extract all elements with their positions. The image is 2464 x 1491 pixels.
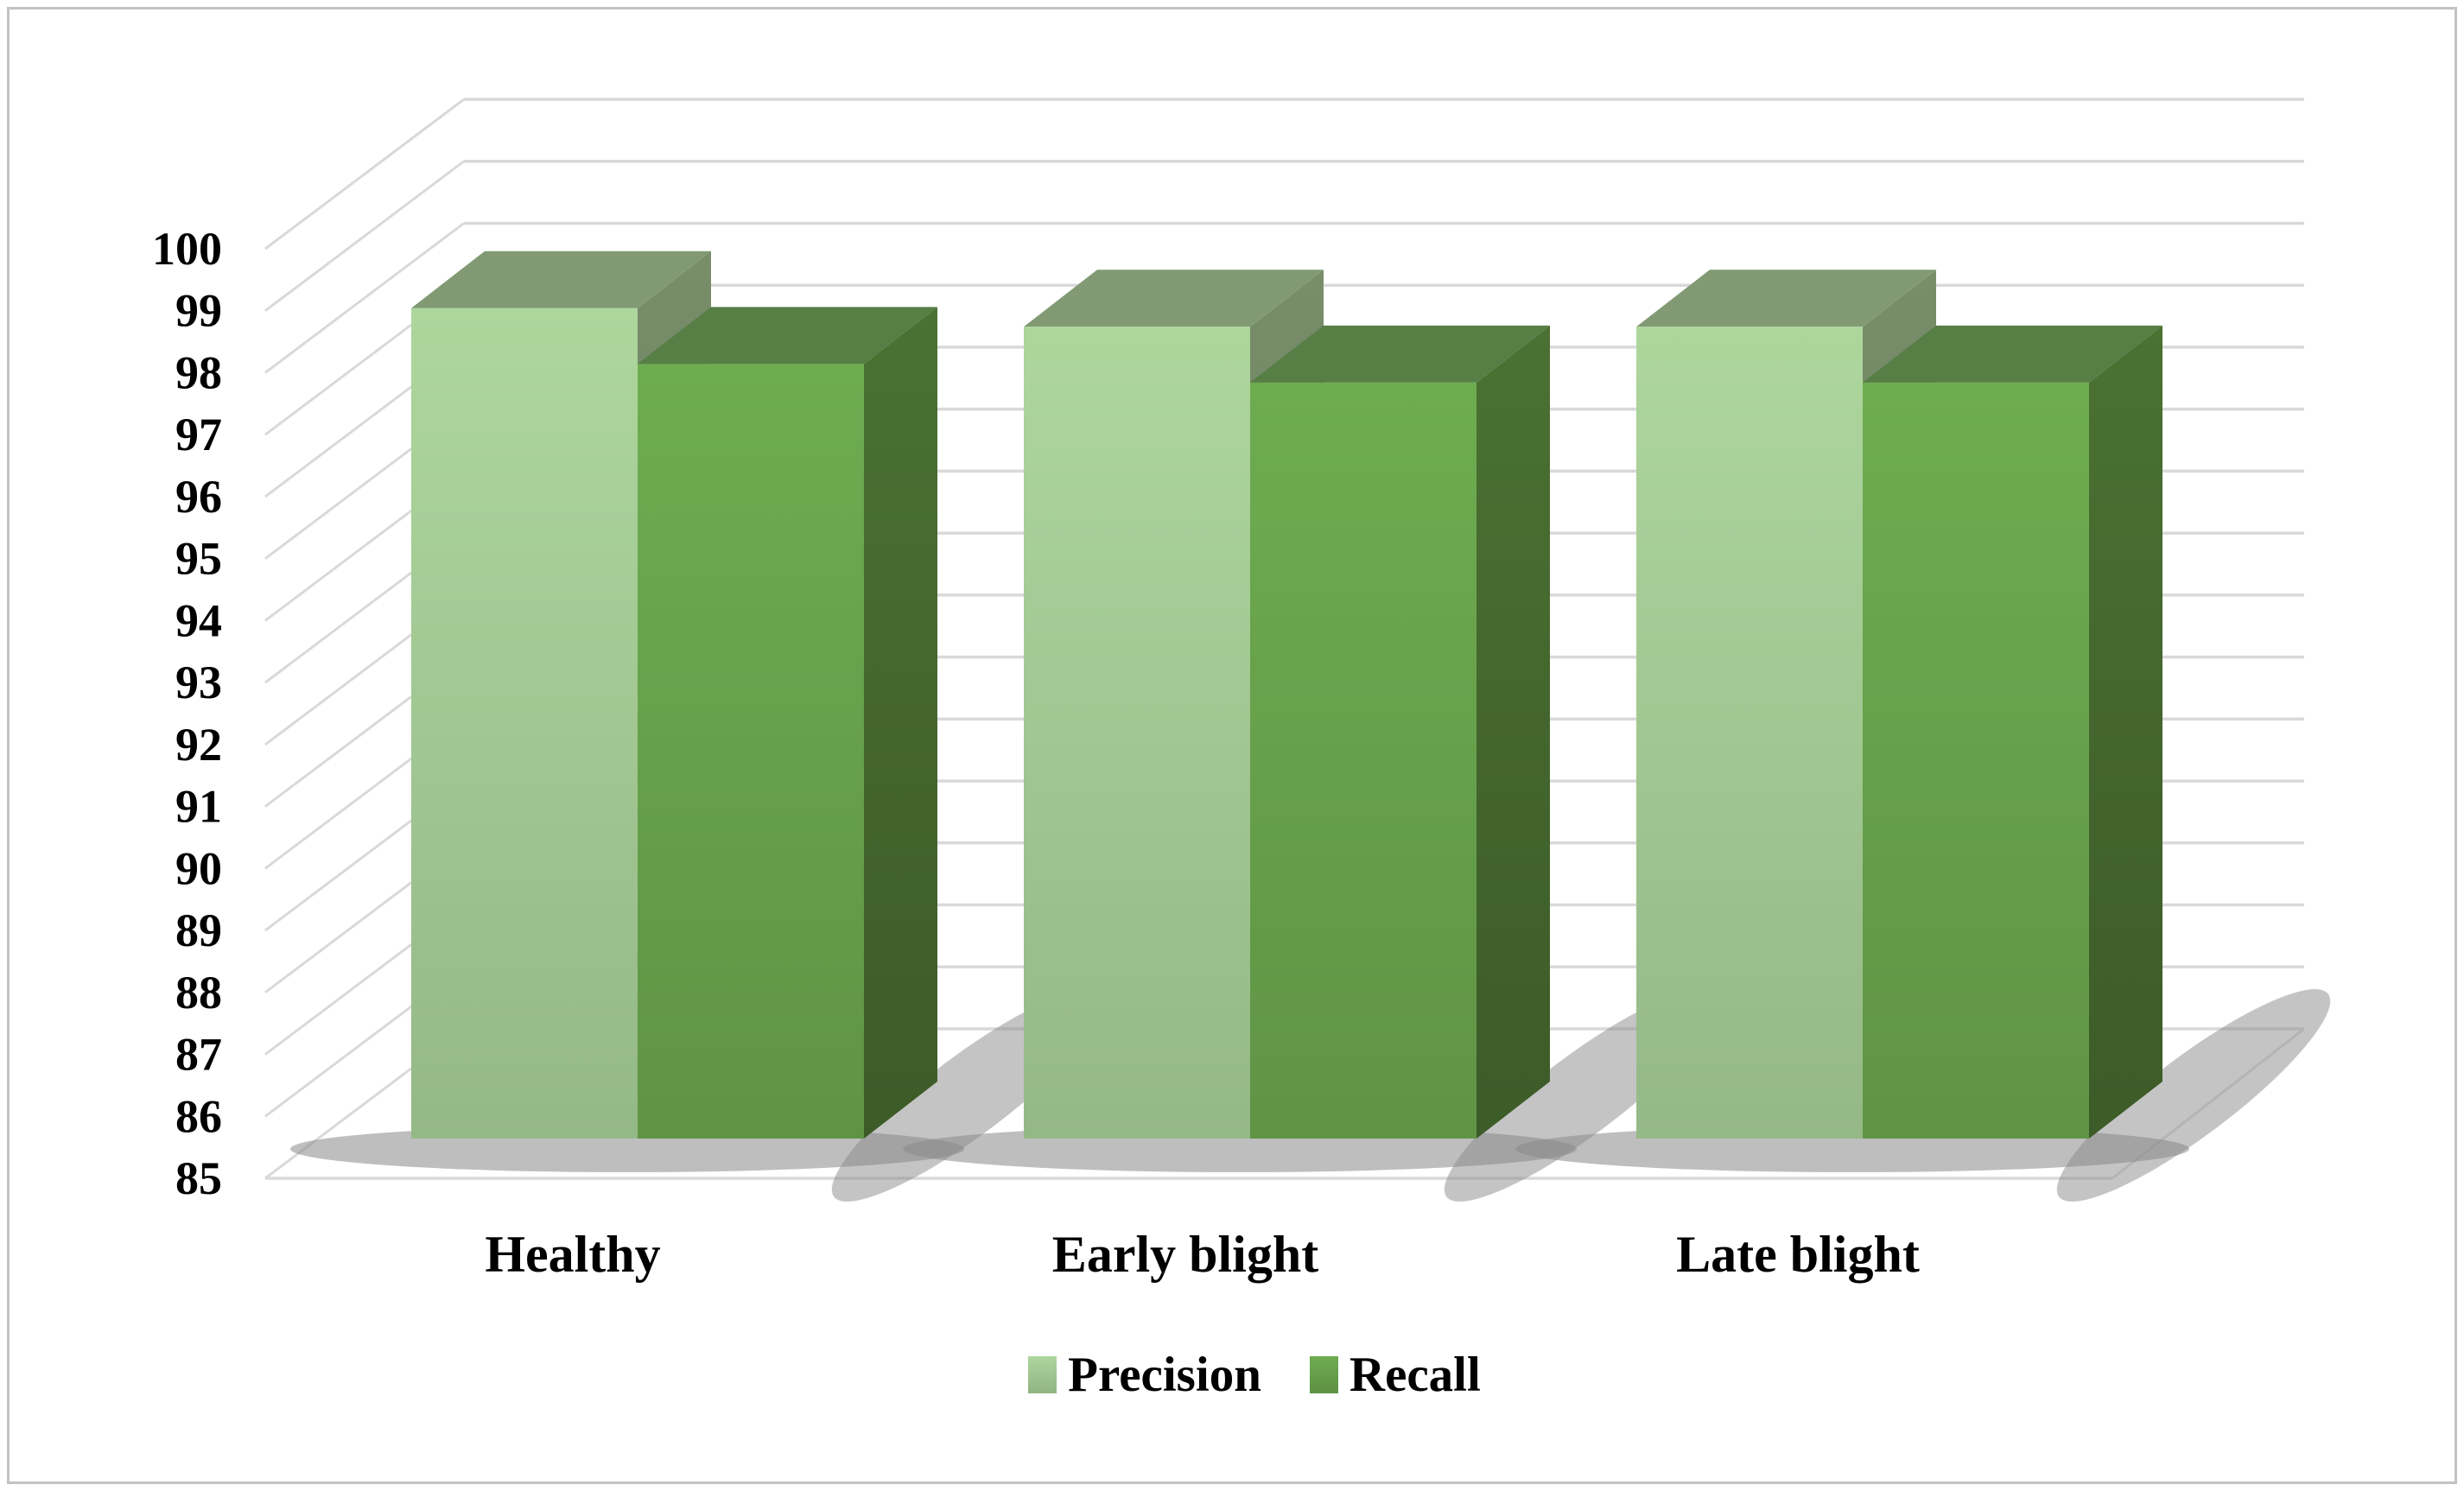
legend-item-recall: Recall	[1309, 1348, 1481, 1402]
y-tick-label-98: 98	[175, 346, 222, 398]
category-label-late-blight: Late blight	[1676, 1226, 1920, 1283]
y-tick-label-97: 97	[175, 409, 222, 460]
bar-early-blight-recall-front	[1250, 382, 1476, 1139]
bar-late-blight-recall	[1863, 325, 2162, 1139]
legend-label-recall: Recall	[1349, 1348, 1481, 1402]
bar-late-blight-recall-side	[2089, 325, 2162, 1139]
gridline-diagonal	[264, 222, 465, 374]
bar-early-blight-recall-top	[1250, 325, 1550, 383]
bar-early-blight-recall-side	[1476, 325, 1550, 1139]
legend: Precision Recall	[22, 1350, 2464, 1399]
gridline-diagonal	[264, 98, 465, 251]
bar-healthy-recall	[638, 307, 937, 1139]
y-tick-label-85: 85	[175, 1152, 222, 1204]
y-tick-label-94: 94	[175, 594, 222, 646]
y-tick-label-88: 88	[175, 967, 222, 1018]
y-tick-label-86: 86	[175, 1090, 222, 1142]
gridline-diagonal	[264, 160, 465, 312]
bar-healthy-recall-side	[864, 307, 937, 1139]
bar-late-blight-recall-top	[1863, 325, 2162, 383]
y-tick-label-100: 100	[152, 223, 222, 275]
bar-late-blight-precision-front	[1636, 327, 1863, 1139]
legend-marker-precision-icon	[1028, 1356, 1057, 1393]
bar-early-blight-precision-top	[1024, 270, 1324, 327]
bar-healthy-precision-front	[411, 308, 638, 1139]
bar-early-blight-precision-front	[1024, 327, 1250, 1139]
bar-shadow	[2056, 989, 2331, 1202]
bar-late-blight-recall-front	[1863, 382, 2089, 1139]
y-tick-label-92: 92	[175, 719, 222, 771]
category-label-early-blight: Early blight	[1052, 1226, 1318, 1283]
y-tick-label-89: 89	[175, 904, 222, 956]
y-tick-label-93: 93	[175, 657, 222, 708]
y-tick-label-87: 87	[175, 1029, 222, 1081]
bar-healthy-precision-top	[411, 251, 711, 308]
bar-early-blight-recall	[1250, 325, 1550, 1139]
bar-healthy-recall-top	[638, 307, 937, 365]
legend-label-precision: Precision	[1068, 1348, 1261, 1402]
legend-item-precision: Precision	[1028, 1350, 1261, 1399]
bar-healthy-recall-front	[638, 364, 864, 1139]
category-label-healthy: Healthy	[485, 1226, 660, 1283]
y-tick-label-91: 91	[175, 781, 222, 833]
legend-marker-recall-icon	[1309, 1356, 1338, 1393]
y-tick-label-99: 99	[175, 285, 222, 337]
y-tick-label-95: 95	[175, 533, 222, 585]
y-tick-label-96: 96	[175, 471, 222, 523]
bar-late-blight-precision-top	[1636, 270, 1936, 327]
y-tick-label-90: 90	[175, 842, 222, 894]
